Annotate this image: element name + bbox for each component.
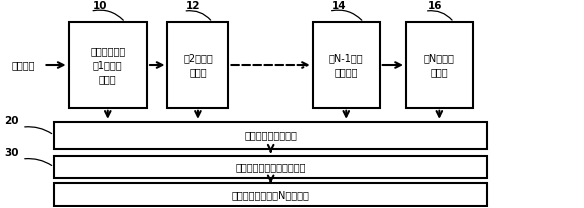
Bar <box>313 22 380 108</box>
Bar <box>168 22 228 108</box>
Bar <box>54 183 487 206</box>
Bar <box>406 22 473 108</box>
Text: 第N级模数
转换器: 第N级模数 转换器 <box>424 53 455 77</box>
Bar <box>68 22 147 108</box>
Text: 带校准电路的
第1级模数
转换器: 带校准电路的 第1级模数 转换器 <box>90 46 126 84</box>
Text: 10: 10 <box>93 1 107 11</box>
Text: 30: 30 <box>5 148 19 158</box>
Text: 冗余位数字校正电路: 冗余位数字校正电路 <box>244 130 297 140</box>
Bar <box>54 122 487 149</box>
Text: 模拟输入: 模拟输入 <box>12 60 36 70</box>
Bar <box>54 156 487 178</box>
Text: 流水线模数转换器N比特输出: 流水线模数转换器N比特输出 <box>232 190 310 200</box>
Text: 电容失配误差数字校准电路: 电容失配误差数字校准电路 <box>235 162 306 172</box>
Text: 12: 12 <box>186 1 201 11</box>
Text: 16: 16 <box>427 1 442 11</box>
Text: 第N-1级模
数转换器: 第N-1级模 数转换器 <box>329 53 364 77</box>
Text: 第2级模数
转换器: 第2级模数 转换器 <box>183 53 213 77</box>
Text: 20: 20 <box>5 116 19 126</box>
Text: 14: 14 <box>332 1 346 11</box>
